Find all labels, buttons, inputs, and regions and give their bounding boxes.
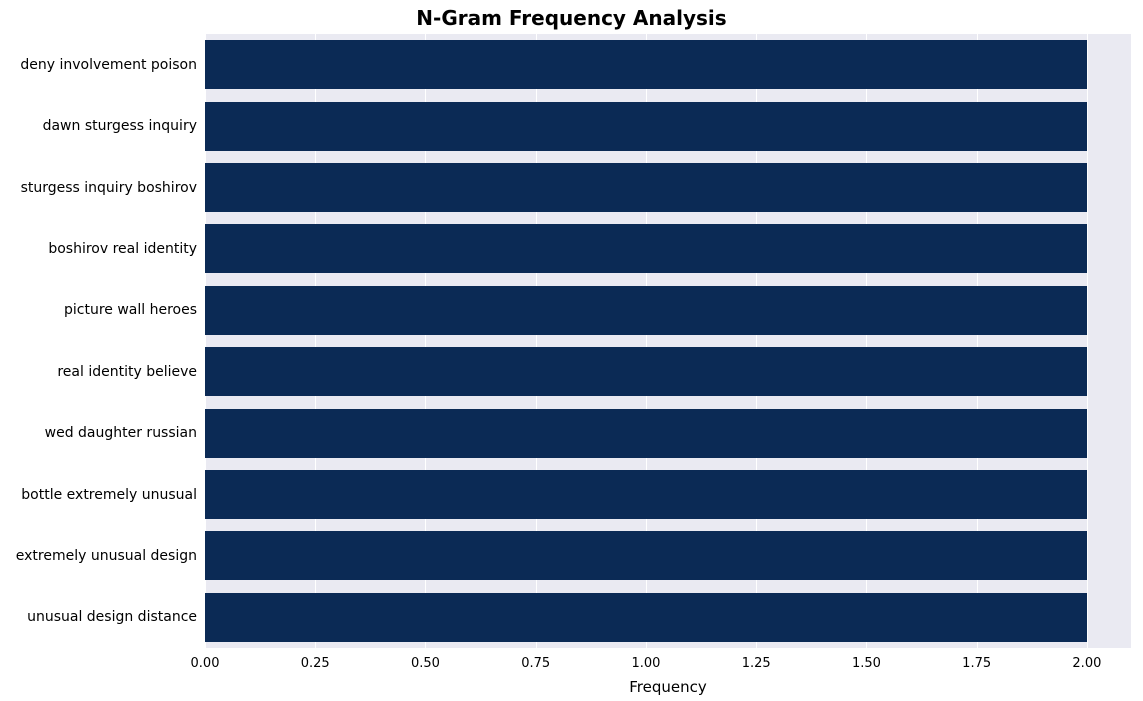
- y-tick-label: dawn sturgess inquiry: [43, 118, 205, 134]
- y-tick-label: extremely unusual design: [16, 548, 205, 564]
- bar: [205, 531, 1087, 580]
- x-tick-label: 1.00: [631, 648, 660, 671]
- bar: [205, 593, 1087, 642]
- y-tick-label: sturgess inquiry boshirov: [21, 180, 205, 196]
- y-tick-label: bottle extremely unusual: [21, 487, 205, 503]
- chart-title: N-Gram Frequency Analysis: [0, 6, 1143, 30]
- x-tick-label: 0.25: [301, 648, 330, 671]
- y-tick-label: real identity believe: [57, 364, 205, 380]
- bar: [205, 286, 1087, 335]
- bar: [205, 102, 1087, 151]
- bar: [205, 40, 1087, 89]
- bar: [205, 163, 1087, 212]
- y-tick-label: deny involvement poison: [20, 57, 205, 73]
- y-tick-label: wed daughter russian: [45, 425, 205, 441]
- bar: [205, 409, 1087, 458]
- y-tick-label: unusual design distance: [27, 609, 205, 625]
- x-tick-label: 0.50: [411, 648, 440, 671]
- y-tick-label: boshirov real identity: [48, 241, 205, 257]
- x-gridline: [1087, 34, 1088, 648]
- x-tick-label: 0.00: [191, 648, 220, 671]
- x-axis-label: Frequency: [205, 678, 1131, 696]
- x-tick-label: 1.25: [742, 648, 771, 671]
- bar: [205, 470, 1087, 519]
- x-tick-label: 1.50: [852, 648, 881, 671]
- x-tick-label: 2.00: [1072, 648, 1101, 671]
- plot-area: Frequency deny involvement poisondawn st…: [205, 34, 1131, 648]
- chart-container: N-Gram Frequency Analysis Frequency deny…: [0, 0, 1143, 701]
- y-tick-label: picture wall heroes: [64, 302, 205, 318]
- bar: [205, 224, 1087, 273]
- x-tick-label: 0.75: [521, 648, 550, 671]
- x-tick-label: 1.75: [962, 648, 991, 671]
- bar: [205, 347, 1087, 396]
